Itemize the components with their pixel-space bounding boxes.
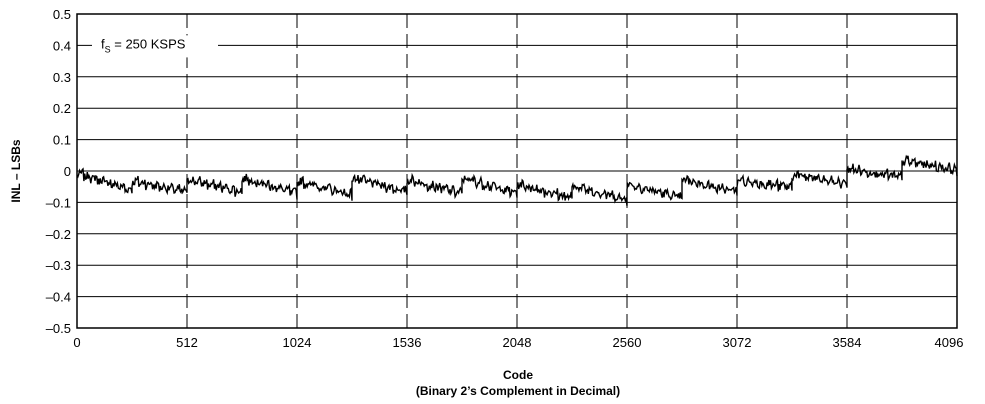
x-tick-label: 1536 bbox=[393, 335, 422, 350]
y-tick-label: –0.4 bbox=[46, 290, 71, 305]
x-tick-label: 3072 bbox=[723, 335, 752, 350]
sample-rate-annotation: fS = 250 KSPS bbox=[101, 36, 186, 54]
y-tick-label: –0.1 bbox=[46, 195, 71, 210]
x-tick-labels: 0 512 1024 1536 2048 2560 3072 3584 4096 bbox=[73, 335, 963, 350]
y-tick-label: 0 bbox=[64, 164, 71, 179]
y-tick-label: –0.2 bbox=[46, 227, 71, 242]
annotation-background bbox=[92, 35, 218, 58]
x-tick-label: 3584 bbox=[833, 335, 862, 350]
x-axis-title: Code bbox=[503, 368, 533, 382]
annotation-main: f bbox=[101, 36, 105, 51]
x-tick-label: 512 bbox=[176, 335, 198, 350]
inl-line bbox=[76, 154, 958, 206]
y-tick-label: 0.3 bbox=[53, 70, 71, 85]
x-tick-label: 2048 bbox=[503, 335, 532, 350]
x-tick-label: 4096 bbox=[935, 335, 964, 350]
y-tick-label: 0.2 bbox=[53, 101, 71, 116]
x-tick-label: 0 bbox=[73, 335, 80, 350]
y-tick-label: –0.3 bbox=[46, 258, 71, 273]
plot-frame bbox=[76, 13, 958, 329]
annotation-rest: = 250 KSPS bbox=[111, 36, 186, 51]
annotation-subscript: S bbox=[105, 44, 111, 54]
y-tick-label: 0.1 bbox=[53, 133, 71, 148]
y-tick-labels: 0.5 0.4 0.3 0.2 0.1 0 –0.1 –0.2 –0.3 –0.4 –0.5 bbox=[46, 7, 71, 336]
x-axis-subtitle: (Binary 2’s Complement in Decimal) bbox=[416, 384, 620, 398]
y-axis-title: INL – LSBs bbox=[9, 139, 23, 202]
y-tick-label: 0.4 bbox=[53, 38, 71, 53]
y-tick-label: 0.5 bbox=[53, 7, 71, 22]
grid bbox=[77, 13, 957, 329]
y-tick-label: –0.5 bbox=[46, 321, 71, 336]
x-tick-label: 1024 bbox=[283, 335, 312, 350]
x-tick-label: 2560 bbox=[613, 335, 642, 350]
inl-series bbox=[76, 154, 958, 206]
